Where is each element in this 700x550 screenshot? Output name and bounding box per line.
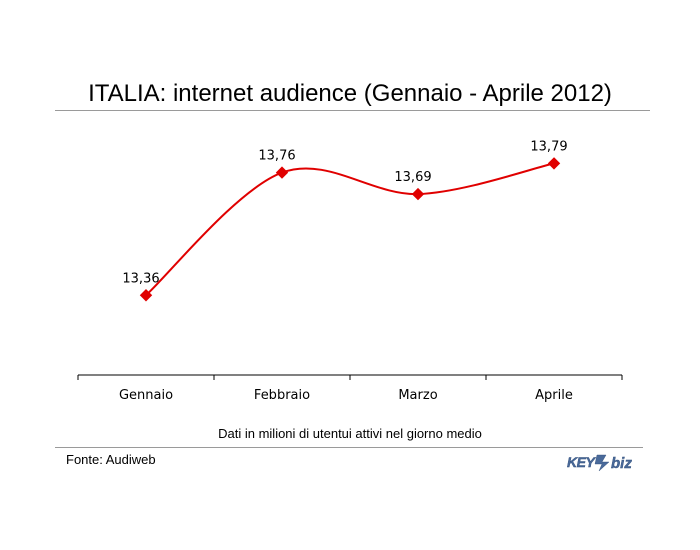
- data-point-marker: [275, 166, 289, 179]
- data-label: 13,69: [394, 170, 431, 185]
- data-label: 13,79: [530, 139, 567, 154]
- chart-title: ITALIA: internet audience (Gennaio - Apr…: [88, 80, 612, 107]
- data-label: 13,36: [122, 271, 159, 286]
- data-point-marker: [411, 187, 425, 201]
- key4biz-logo: KEY biz: [567, 454, 633, 472]
- footer-divider: [55, 447, 643, 448]
- x-tick-label: Febbraio: [254, 388, 310, 403]
- svg-text:biz: biz: [611, 455, 632, 472]
- x-tick-label: Aprile: [535, 388, 573, 403]
- x-axis-title: Dati in milioni di utentui attivi nel gi…: [218, 426, 482, 441]
- svg-text:KEY: KEY: [567, 454, 596, 470]
- x-tick-label: Gennaio: [119, 388, 173, 403]
- data-point-marker: [547, 157, 561, 170]
- series-line: [145, 162, 555, 297]
- data-label: 13,76: [258, 149, 295, 164]
- source-note: Fonte: Audiweb: [66, 452, 156, 467]
- title-divider: [55, 110, 650, 111]
- data-point-marker: [139, 289, 153, 302]
- x-tick-label: Marzo: [398, 388, 437, 403]
